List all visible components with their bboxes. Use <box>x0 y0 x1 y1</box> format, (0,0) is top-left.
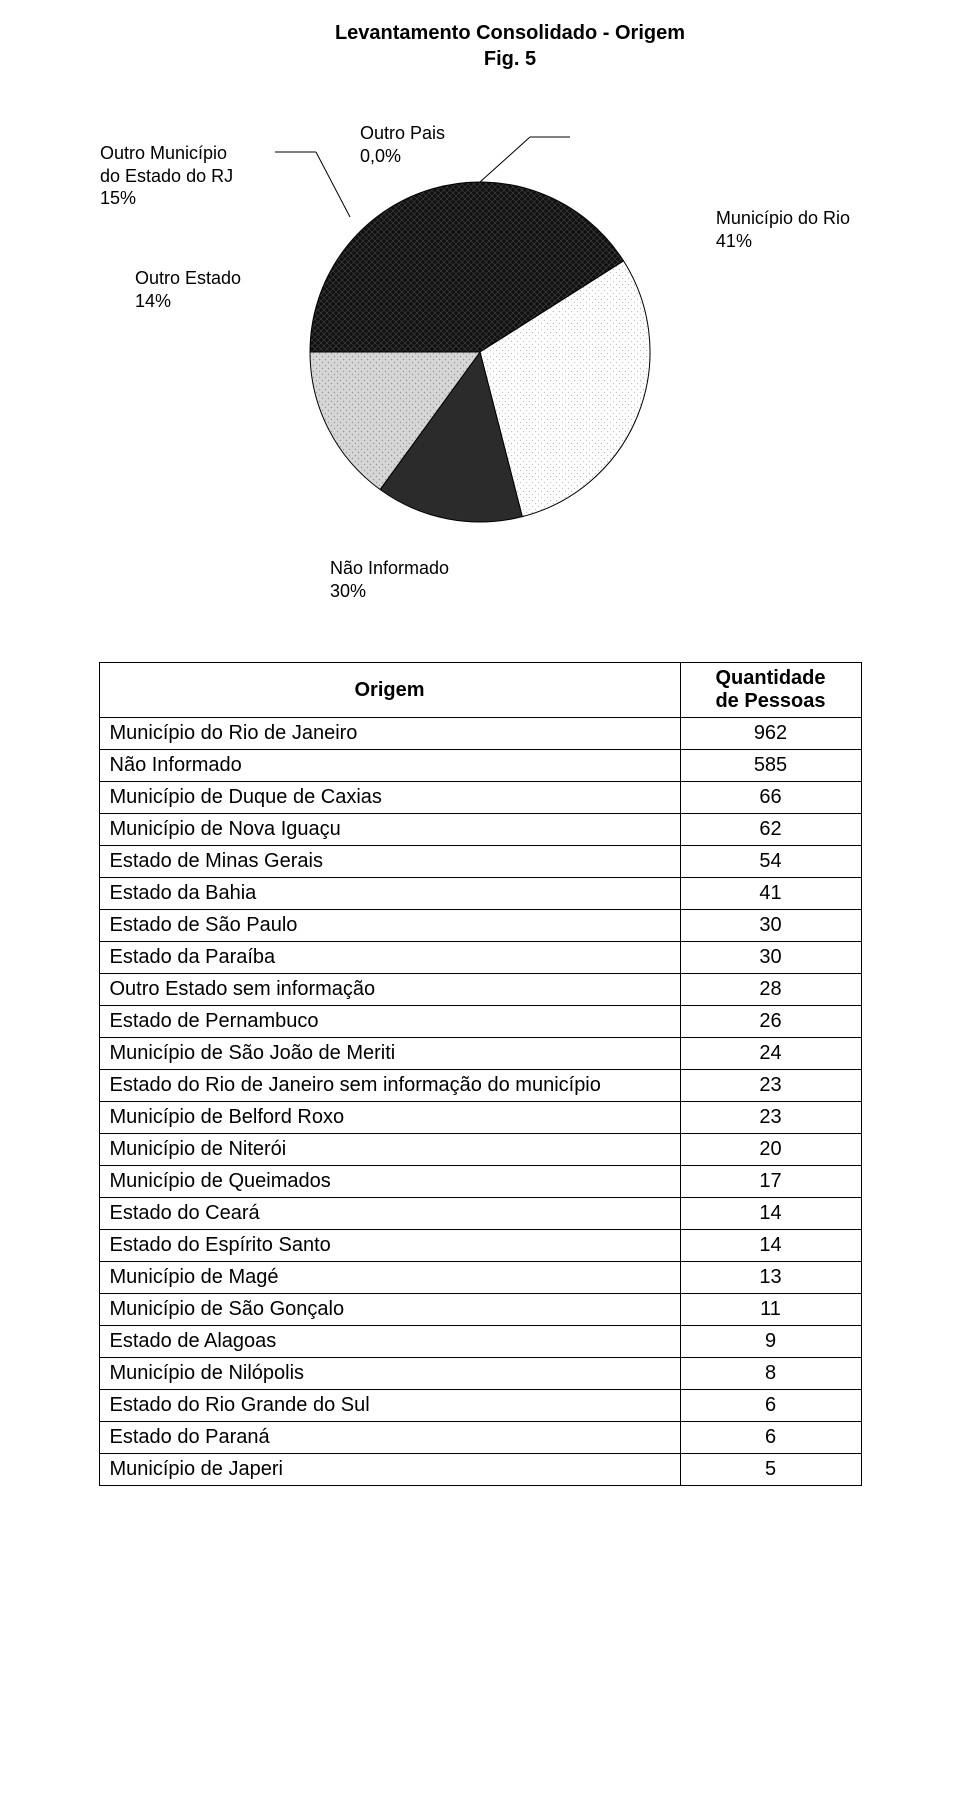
cell-origem: Estado do Paraná <box>99 1422 680 1454</box>
table-row: Estado de Pernambuco26 <box>99 1006 861 1038</box>
cell-quantidade: 14 <box>680 1230 861 1262</box>
origin-table: Origem Quantidade de Pessoas Município d… <box>99 662 862 1486</box>
col-header-quantidade: Quantidade de Pessoas <box>680 663 861 718</box>
table-row: Município de São João de Meriti24 <box>99 1038 861 1070</box>
slice-label-municipio-rio: Município do Rio 41% <box>716 207 850 252</box>
table-row: Estado de Minas Gerais54 <box>99 846 861 878</box>
cell-origem: Município de São João de Meriti <box>99 1038 680 1070</box>
cell-quantidade: 28 <box>680 974 861 1006</box>
cell-quantidade: 585 <box>680 750 861 782</box>
cell-quantidade: 9 <box>680 1326 861 1358</box>
cell-origem: Município de Magé <box>99 1262 680 1294</box>
table-row: Município de Nova Iguaçu62 <box>99 814 861 846</box>
cell-origem: Estado de Pernambuco <box>99 1006 680 1038</box>
cell-quantidade: 23 <box>680 1102 861 1134</box>
table-row: Município do Rio de Janeiro962 <box>99 718 861 750</box>
table-row: Estado de Alagoas9 <box>99 1326 861 1358</box>
title-line-1: Levantamento Consolidado - Origem <box>100 20 920 46</box>
table-row: Município de Japeri5 <box>99 1454 861 1486</box>
cell-quantidade: 62 <box>680 814 861 846</box>
cell-origem: Estado do Espírito Santo <box>99 1230 680 1262</box>
cell-origem: Município de Nilópolis <box>99 1358 680 1390</box>
cell-origem: Estado de São Paulo <box>99 910 680 942</box>
chart-title: Levantamento Consolidado - Origem Fig. 5 <box>100 20 920 72</box>
cell-origem: Município de Japeri <box>99 1454 680 1486</box>
col-header-origem: Origem <box>99 663 680 718</box>
cell-origem: Município do Rio de Janeiro <box>99 718 680 750</box>
cell-quantidade: 6 <box>680 1422 861 1454</box>
table-row: Estado do Rio Grande do Sul6 <box>99 1390 861 1422</box>
cell-origem: Estado do Ceará <box>99 1198 680 1230</box>
cell-origem: Estado do Rio Grande do Sul <box>99 1390 680 1422</box>
slice-label-outro-estado: Outro Estado 14% <box>135 267 241 312</box>
title-line-2: Fig. 5 <box>100 46 920 72</box>
cell-origem: Município de Niterói <box>99 1134 680 1166</box>
table-row: Estado do Espírito Santo14 <box>99 1230 861 1262</box>
cell-quantidade: 41 <box>680 878 861 910</box>
table-row: Outro Estado sem informação28 <box>99 974 861 1006</box>
cell-origem: Município de Duque de Caxias <box>99 782 680 814</box>
cell-origem: Não Informado <box>99 750 680 782</box>
slice-label-outro-municipio-rj: Outro Município do Estado do RJ 15% <box>100 142 233 210</box>
table-row: Município de Queimados17 <box>99 1166 861 1198</box>
cell-quantidade: 30 <box>680 942 861 974</box>
cell-origem: Município de Queimados <box>99 1166 680 1198</box>
table-row: Município de Nilópolis8 <box>99 1358 861 1390</box>
table-row: Município de Duque de Caxias66 <box>99 782 861 814</box>
table-row: Não Informado585 <box>99 750 861 782</box>
table-row: Estado do Ceará14 <box>99 1198 861 1230</box>
cell-quantidade: 66 <box>680 782 861 814</box>
cell-quantidade: 6 <box>680 1390 861 1422</box>
cell-origem: Estado da Bahia <box>99 878 680 910</box>
cell-origem: Município de Nova Iguaçu <box>99 814 680 846</box>
cell-quantidade: 13 <box>680 1262 861 1294</box>
table-row: Município de Belford Roxo23 <box>99 1102 861 1134</box>
cell-origem: Estado de Minas Gerais <box>99 846 680 878</box>
cell-quantidade: 24 <box>680 1038 861 1070</box>
cell-quantidade: 8 <box>680 1358 861 1390</box>
table-row: Estado do Paraná6 <box>99 1422 861 1454</box>
cell-quantidade: 26 <box>680 1006 861 1038</box>
cell-origem: Município de Belford Roxo <box>99 1102 680 1134</box>
cell-origem: Outro Estado sem informação <box>99 974 680 1006</box>
cell-quantidade: 14 <box>680 1198 861 1230</box>
table-row: Município de Niterói20 <box>99 1134 861 1166</box>
table-row: Município de Magé13 <box>99 1262 861 1294</box>
cell-origem: Estado de Alagoas <box>99 1326 680 1358</box>
cell-origem: Estado da Paraíba <box>99 942 680 974</box>
table-row: Município de São Gonçalo11 <box>99 1294 861 1326</box>
cell-quantidade: 54 <box>680 846 861 878</box>
cell-quantidade: 23 <box>680 1070 861 1102</box>
pie-chart: Outro Município do Estado do RJ 15% Outr… <box>40 82 920 622</box>
table-row: Estado de São Paulo30 <box>99 910 861 942</box>
cell-quantidade: 20 <box>680 1134 861 1166</box>
table-row: Estado da Bahia41 <box>99 878 861 910</box>
table-row: Estado da Paraíba30 <box>99 942 861 974</box>
cell-quantidade: 962 <box>680 718 861 750</box>
cell-quantidade: 11 <box>680 1294 861 1326</box>
cell-origem: Estado do Rio de Janeiro sem informação … <box>99 1070 680 1102</box>
table-header-row: Origem Quantidade de Pessoas <box>99 663 861 718</box>
cell-quantidade: 5 <box>680 1454 861 1486</box>
cell-origem: Município de São Gonçalo <box>99 1294 680 1326</box>
table-row: Estado do Rio de Janeiro sem informação … <box>99 1070 861 1102</box>
cell-quantidade: 17 <box>680 1166 861 1198</box>
pie-chart-svg <box>255 127 705 577</box>
cell-quantidade: 30 <box>680 910 861 942</box>
